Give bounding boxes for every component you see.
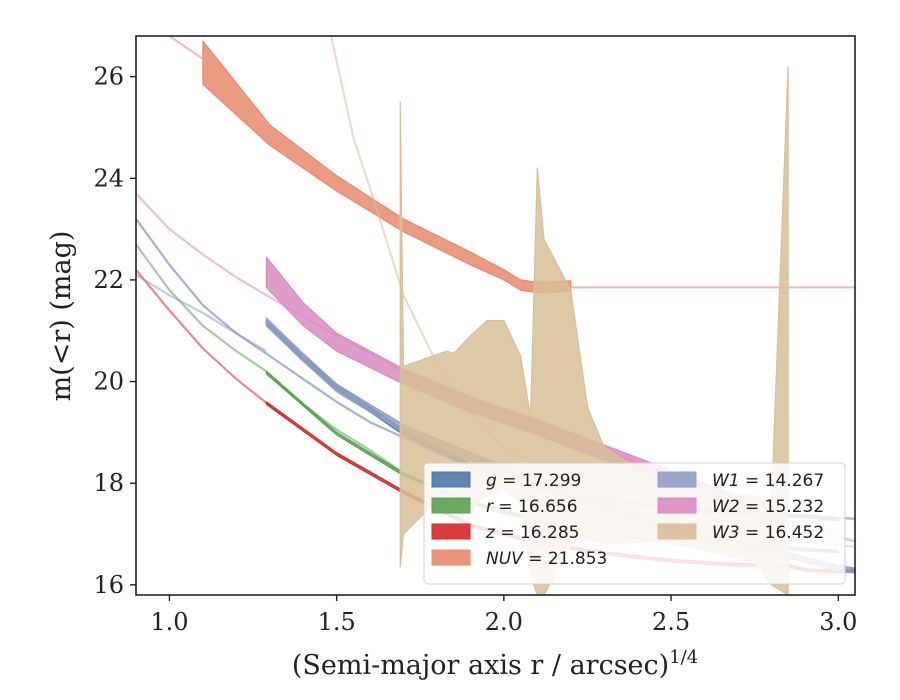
legend-label-w3: W3 = 16.452	[712, 523, 824, 543]
y-tick-label: 24	[93, 164, 124, 192]
legend-label-w1: W1 = 14.267	[712, 471, 824, 491]
x-tick-label: 3.0	[819, 608, 857, 636]
x-tick-label: 2.0	[485, 608, 523, 636]
plot-frame	[135, 35, 856, 596]
x-axis-title: (Semi-major axis r / arcsec)1/4	[292, 647, 698, 681]
series-w1-extrapolation	[136, 273, 267, 353]
legend-label-g: g = 17.299	[486, 471, 581, 491]
y-tick-label: 16	[93, 571, 124, 599]
x-tick-label: 2.5	[652, 608, 690, 636]
legend-swatch-w1	[657, 471, 697, 488]
legend-swatch-z	[431, 523, 471, 540]
legend-label-r: r = 16.656	[486, 497, 578, 517]
x-tick-label: 1.5	[318, 608, 356, 636]
legend: g = 17.299 r = 16.656 z = 16.285 NUV = 21.8…	[423, 462, 846, 585]
y-axis-title: m(<r) (mag)	[46, 231, 77, 402]
y-tick-label: 22	[93, 266, 124, 294]
legend-label-nuv: NUV = 21.853	[486, 549, 607, 569]
legend-swatch-nuv	[431, 549, 471, 566]
legend-swatch-w2	[657, 497, 697, 514]
series-nuv-band	[202, 40, 572, 294]
legend-swatch-r	[431, 497, 471, 514]
x-tick-label: 1.0	[150, 608, 188, 636]
legend-frame	[423, 462, 846, 585]
legend-swatch-w3	[657, 523, 697, 540]
legend-label-z: z = 16.285	[485, 523, 579, 543]
y-tick-label: 20	[93, 368, 124, 396]
y-tick-label: 26	[93, 63, 124, 91]
legend-label-w2: W2 = 15.232	[712, 497, 824, 517]
series-nuv-extrapolation	[167, 36, 204, 60]
y-tick-label: 18	[93, 469, 124, 497]
series-z-extrapolation	[136, 269, 268, 404]
legend-swatch-g	[431, 471, 471, 488]
